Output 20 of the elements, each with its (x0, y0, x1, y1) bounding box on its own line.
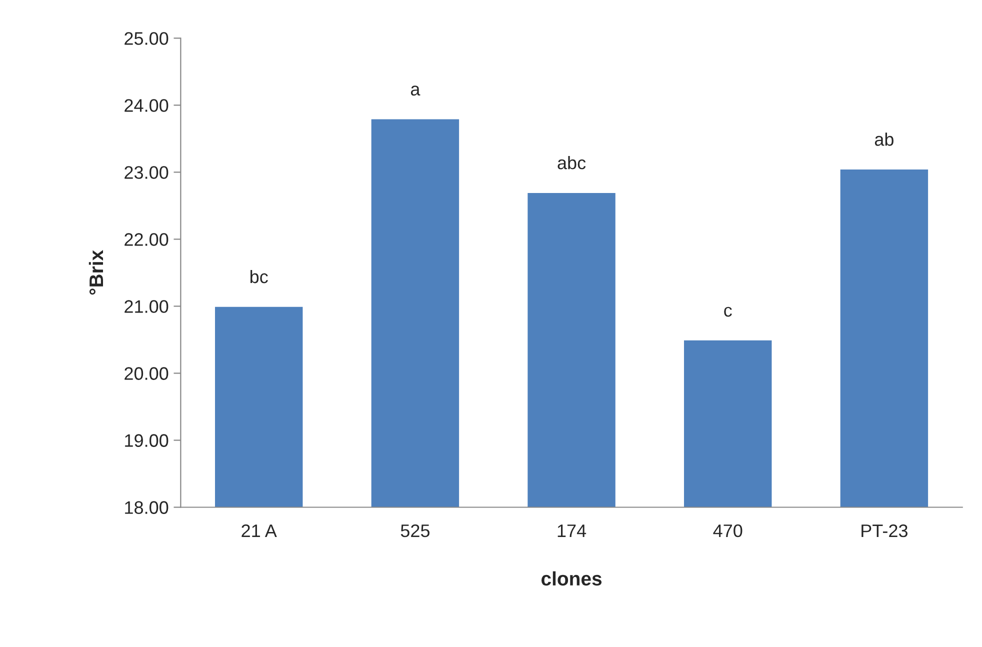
x-tick-label: 21 A (242, 524, 277, 537)
annotation: abc (558, 156, 586, 170)
annotation: a (410, 86, 420, 96)
annotation: c (724, 306, 732, 317)
x-tick-label: 174 (558, 524, 586, 537)
y-tick-label: 23.00 (124, 166, 168, 179)
x-tick-label: 470 (713, 524, 742, 538)
y-tick-label: 25.00 (124, 32, 168, 45)
annotation: ab (874, 132, 894, 146)
y-tick-label: 20.00 (124, 367, 168, 380)
y-axis-title: °Brix (88, 250, 104, 295)
y-tick-label: 18.00 (125, 501, 168, 514)
y-tick-label: 19.00 (125, 434, 168, 447)
x-axis-title: clones (541, 571, 602, 586)
y-tick-label: 22.00 (124, 233, 168, 246)
annotation: bc (250, 270, 268, 284)
x-tick-label: PT-23 (862, 524, 908, 538)
x-tick-label: 525 (400, 524, 430, 538)
y-tick-label: 24.00 (124, 99, 168, 112)
y-tick-label: 21.00 (124, 300, 168, 313)
